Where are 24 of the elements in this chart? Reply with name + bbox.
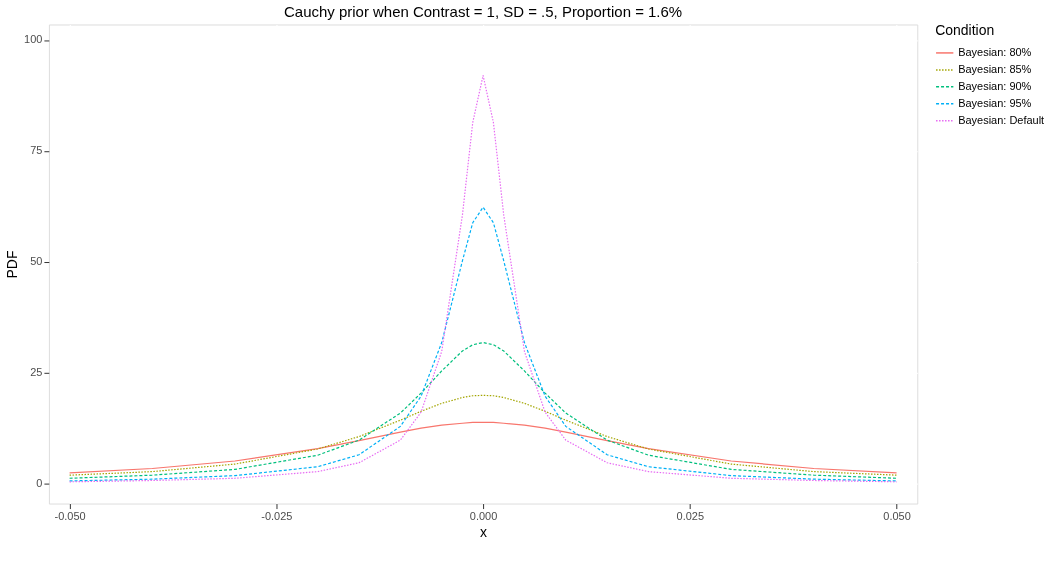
line-series bbox=[68, 394, 898, 476]
line-series bbox=[68, 206, 898, 482]
legend-title: Condition bbox=[935, 22, 995, 39]
x-tick-label: 0.050 bbox=[883, 510, 911, 523]
legend-label: Bayesian: 80% bbox=[958, 45, 1032, 58]
x-tick-label: 0.000 bbox=[469, 510, 498, 523]
y-axis-title: PDF bbox=[4, 250, 21, 279]
line-series bbox=[68, 74, 898, 483]
x-axis-title: x bbox=[480, 524, 488, 540]
legend-label: Bayesian: Default bbox=[958, 113, 1045, 126]
y-tick-label: 50 bbox=[30, 255, 43, 268]
line-series bbox=[68, 341, 898, 479]
y-tick-label: 100 bbox=[24, 33, 43, 46]
y-tick-label: 75 bbox=[30, 144, 43, 157]
chart-title: Cauchy prior when Contrast = 1, SD = .5, Proportion = 1.6% bbox=[284, 3, 683, 21]
x-tick-label: -0.050 bbox=[54, 510, 86, 523]
legend-label: Bayesian: 85% bbox=[958, 62, 1032, 75]
y-tick-label: 0 bbox=[36, 477, 43, 490]
line-series bbox=[68, 421, 898, 474]
legend-label: Bayesian: 95% bbox=[958, 96, 1032, 109]
x-tick-label: -0.025 bbox=[261, 510, 293, 523]
legend-label: Bayesian: 90% bbox=[958, 79, 1032, 92]
x-tick-label: 0.025 bbox=[676, 510, 705, 523]
y-tick-label: 25 bbox=[30, 366, 43, 379]
